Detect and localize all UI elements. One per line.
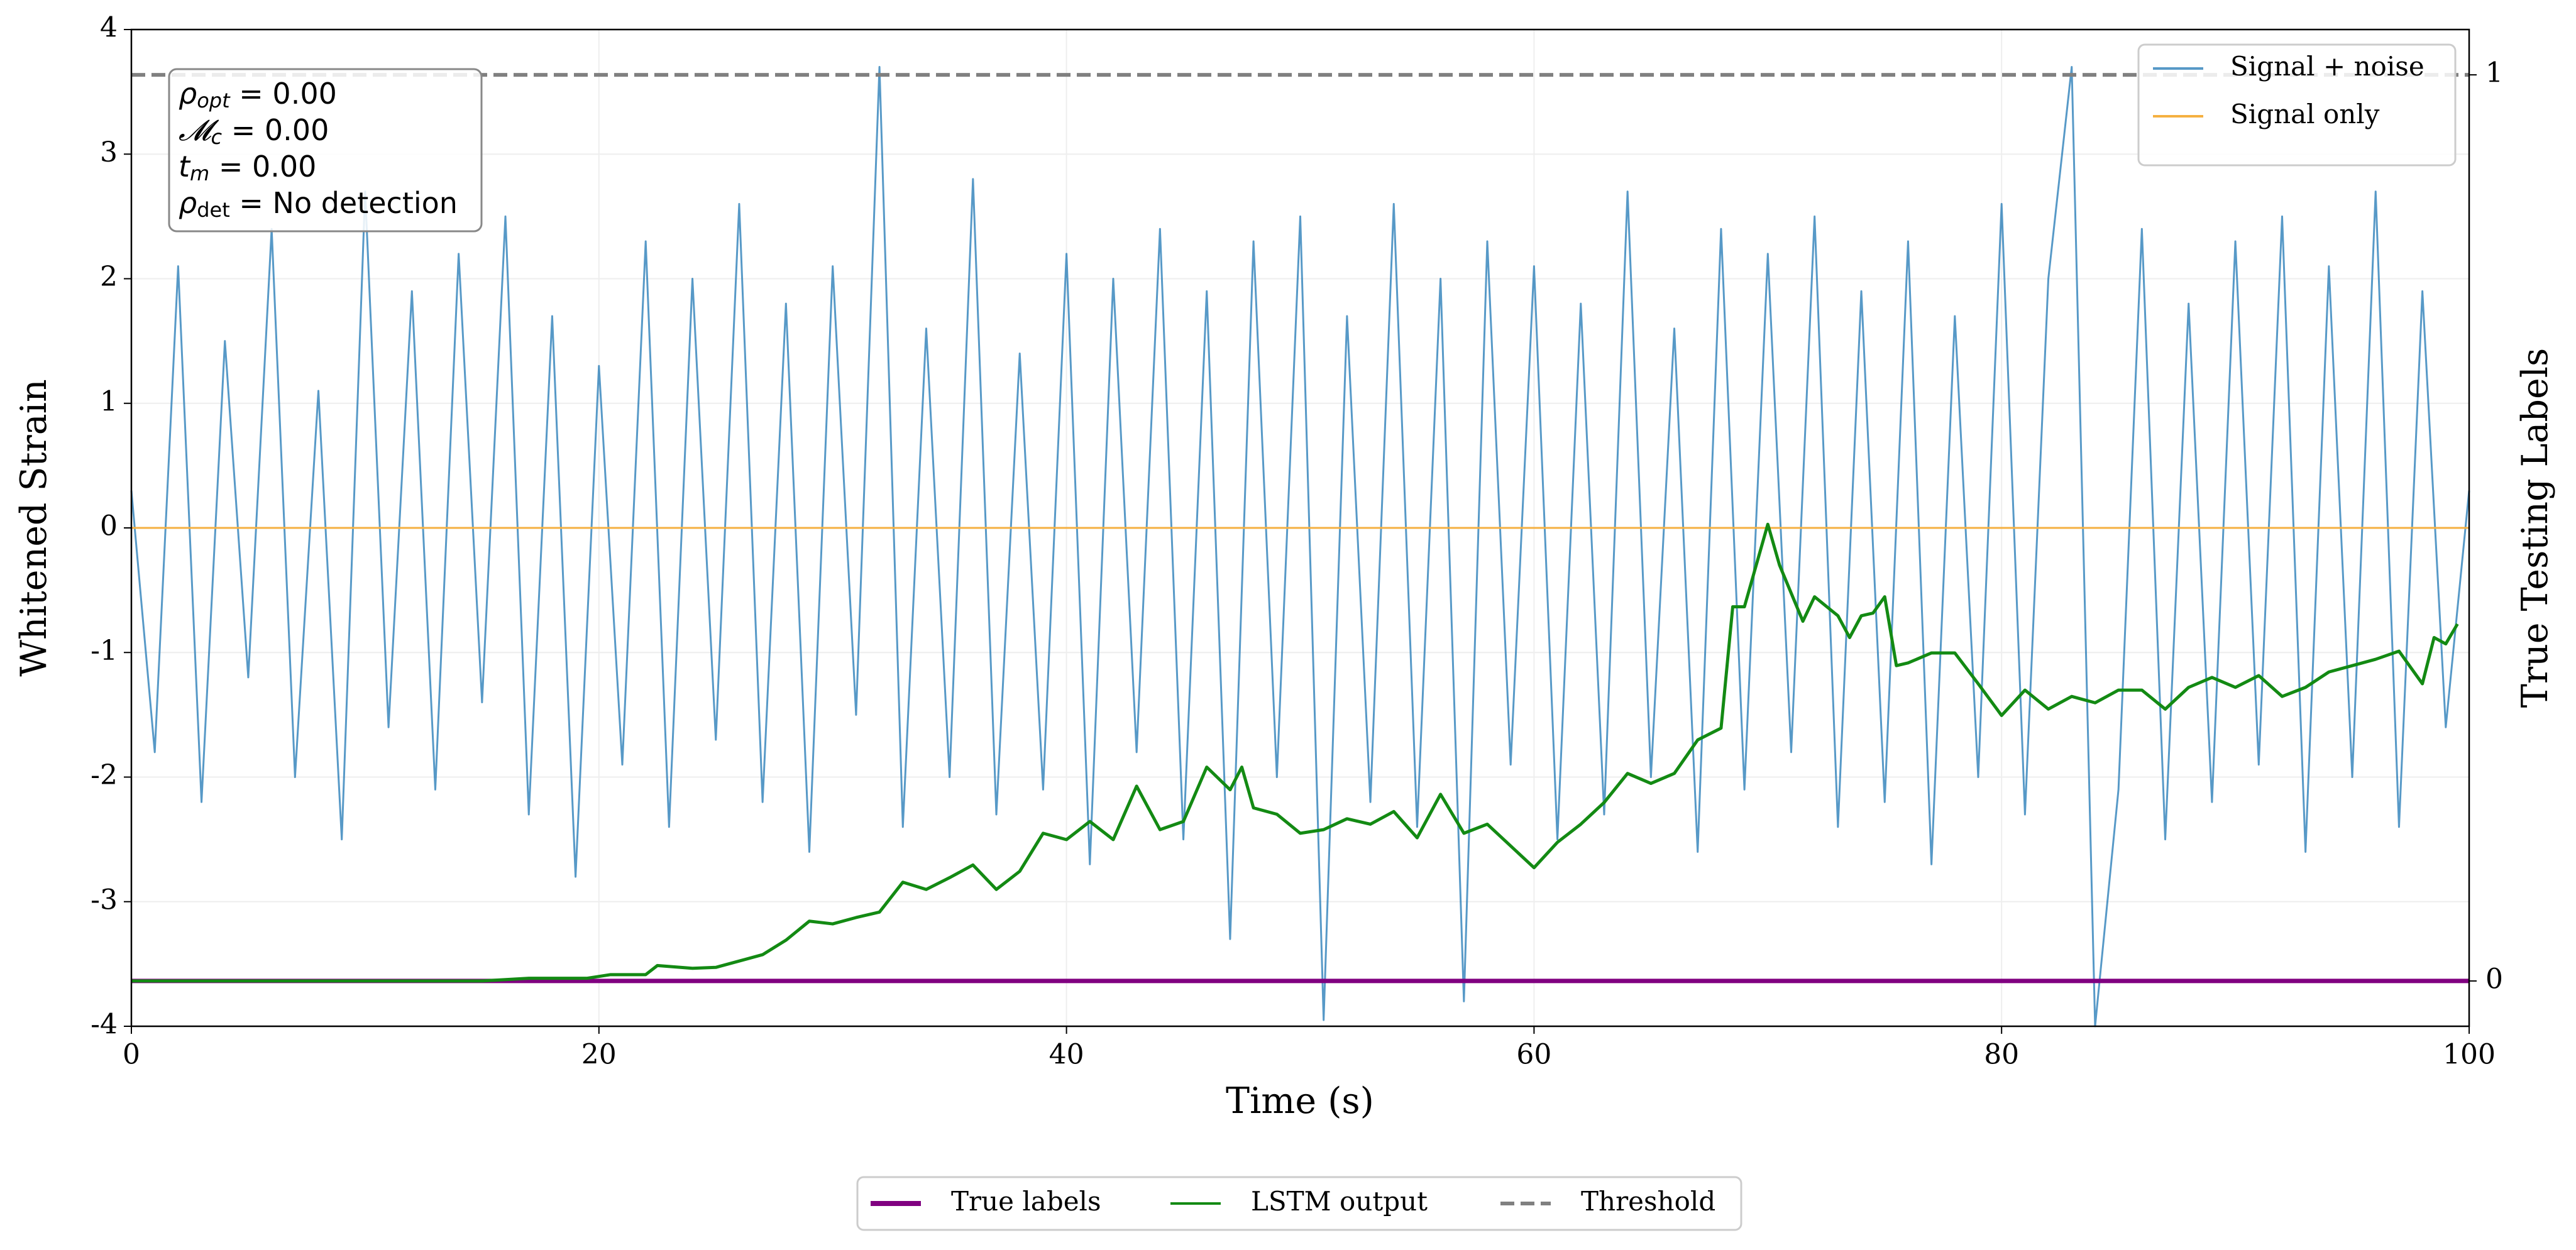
y-tick-label: -1 [91, 635, 118, 667]
annotation: ρdet = No detection [179, 186, 458, 222]
annotation-value: = No detection [230, 186, 458, 220]
annotation-subscript: opt [197, 89, 231, 112]
annotation-subscript: m [190, 162, 209, 185]
legend: True labels LSTM output Threshold [856, 1176, 1742, 1231]
plot-frame [130, 28, 2470, 1028]
x-tick-label: 0 [123, 1039, 140, 1071]
annotation-symbol: t [179, 150, 191, 184]
series-line [131, 522, 2459, 983]
y-tick-label: -2 [91, 759, 118, 791]
y-tick-label: 2 [100, 261, 118, 293]
annotation-value: = 0.00 [222, 113, 329, 147]
annotation: ρopt = 0.00 [179, 77, 337, 113]
annotation-subscript: c [211, 125, 223, 149]
y-tick-label: 1 [100, 385, 118, 417]
y-tick-label: 0 [100, 510, 118, 542]
annotation-value: = 0.00 [230, 77, 337, 111]
x-tick-label: 80 [1984, 1039, 2019, 1071]
annotation-subscript: det [197, 198, 230, 222]
annotation-symbol: ρ [179, 186, 197, 220]
x-tick-label: 60 [1516, 1039, 1551, 1071]
annotation-frame [168, 68, 483, 233]
legend-label: Threshold [1581, 1186, 1715, 1217]
y-tick-label: -4 [91, 1009, 118, 1041]
legend: Signal + noise Signal only [2137, 43, 2457, 167]
legend-frame [2137, 43, 2457, 167]
annotation-symbol: ρ [179, 77, 197, 111]
x-axis-label: Time (s) [1226, 1080, 1374, 1122]
legend-label: Signal + noise [2230, 51, 2425, 82]
series-line [130, 65, 2470, 1028]
y2-tick-label: 1 [2485, 57, 2503, 89]
legend-label: LSTM output [1251, 1186, 1428, 1217]
x-tick-label: 40 [1049, 1039, 1084, 1071]
legend-label: Signal only [2230, 99, 2380, 129]
y2-tick-label: 0 [2485, 963, 2503, 995]
annotation: 𝓜c = 0.00 [179, 113, 329, 150]
x-tick-label: 20 [581, 1039, 617, 1071]
y-tick-label: 3 [100, 136, 118, 168]
legend-label: True labels [951, 1186, 1101, 1217]
y-tick-label: -3 [91, 884, 118, 916]
y-axis-label: Whitened Strain [13, 379, 55, 676]
y-tick-label: 4 [100, 12, 118, 44]
annotation-value: = 0.00 [209, 150, 316, 184]
x-tick-label: 100 [2443, 1039, 2496, 1071]
legend-frame [856, 1176, 1742, 1231]
y2-axis-label: True Testing Labels [2514, 348, 2556, 708]
annotation: tm = 0.00 [179, 150, 316, 186]
